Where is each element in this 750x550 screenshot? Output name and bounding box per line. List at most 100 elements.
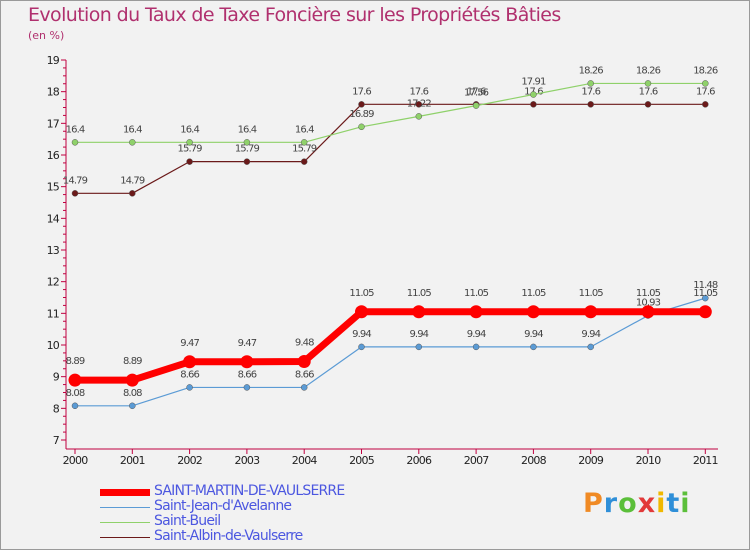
data-label: 17.6 — [467, 86, 486, 97]
data-label: 18.26 — [636, 65, 661, 76]
data-point — [415, 343, 423, 351]
data-point — [129, 190, 136, 197]
x-tick-label: 2003 — [235, 454, 261, 467]
data-label: 9.94 — [467, 329, 486, 340]
data-label: 15.79 — [292, 144, 317, 155]
y-tick-label: 16 — [47, 149, 60, 162]
data-point — [415, 101, 423, 108]
data-point — [641, 305, 655, 319]
data-label: 11.05 — [693, 288, 718, 299]
data-point — [71, 190, 79, 197]
data-label: 17.6 — [409, 86, 428, 97]
data-point — [355, 305, 368, 319]
data-point — [415, 113, 423, 120]
data-label: 17.6 — [696, 86, 715, 97]
data-label: 16.4 — [66, 124, 85, 135]
data-label: 11.05 — [521, 288, 546, 299]
data-point — [243, 139, 251, 146]
data-point — [300, 158, 308, 165]
logo-letter: i — [656, 488, 667, 519]
data-point — [300, 384, 308, 391]
data-label: 16.4 — [295, 124, 314, 135]
data-point — [183, 355, 197, 369]
legend-label: Saint-Bueil — [154, 513, 221, 529]
chart-subtitle: (en %) — [28, 29, 65, 42]
data-label: 17.91 — [521, 77, 546, 88]
x-tick-label: 2010 — [636, 454, 662, 467]
y-tick-label: 13 — [47, 244, 60, 257]
data-point — [698, 305, 712, 319]
data-point — [243, 384, 251, 391]
data-label: 8.66 — [180, 369, 199, 380]
data-label: 16.4 — [180, 124, 199, 135]
data-label: 9.48 — [295, 337, 314, 348]
data-label: 15.79 — [235, 144, 260, 155]
data-point — [526, 305, 540, 319]
data-label: 17.6 — [581, 86, 600, 97]
data-label: 8.89 — [66, 356, 85, 367]
logo-letter: i — [680, 488, 691, 519]
series-line — [74, 297, 706, 407]
data-label: 9.94 — [409, 329, 428, 340]
chart-title: Evolution du Taux de Taxe Foncière sur l… — [28, 4, 561, 26]
data-point — [472, 343, 480, 351]
data-label: 16.4 — [238, 124, 257, 135]
data-point — [186, 384, 193, 391]
data-label: 10.93 — [636, 298, 661, 309]
data-label: 9.94 — [581, 329, 600, 340]
data-point — [186, 139, 193, 146]
y-tick-label: 10 — [47, 339, 60, 352]
y-tick-label: 18 — [47, 86, 60, 99]
x-tick-label: 2004 — [292, 454, 318, 467]
legend-swatch — [100, 507, 150, 508]
data-point — [584, 305, 598, 319]
data-point — [530, 343, 537, 351]
data-point — [125, 373, 139, 387]
y-tick-label: 9 — [53, 371, 60, 384]
x-tick-label: 2001 — [120, 454, 145, 467]
data-label: 8.89 — [123, 356, 142, 367]
logo-letter: x — [637, 488, 657, 519]
legend-swatch — [100, 537, 150, 538]
x-tick-label: 2009 — [578, 454, 604, 467]
x-tick-label: 2011 — [693, 454, 718, 467]
logo-letter: o — [618, 488, 638, 519]
data-point — [186, 158, 193, 165]
series-line — [71, 308, 709, 384]
data-point — [358, 123, 365, 131]
data-label: 16.89 — [349, 109, 374, 120]
legend-label: SAINT-MARTIN-DE-VAULSERRE — [154, 483, 345, 499]
x-tick-label: 2005 — [349, 454, 375, 467]
data-label: 11.05 — [464, 288, 489, 299]
legend-swatch — [100, 522, 150, 523]
data-label: 11.05 — [407, 288, 432, 299]
data-label: 8.08 — [66, 388, 85, 399]
data-label: 11.05 — [349, 288, 374, 299]
series-line — [74, 82, 706, 143]
data-point — [300, 139, 308, 146]
data-point — [530, 101, 537, 108]
data-label: 11.05 — [636, 288, 661, 299]
logo-letter: r — [603, 488, 619, 519]
data-label: 9.94 — [524, 329, 543, 340]
legend-swatch — [100, 489, 150, 496]
y-tick-label: 19 — [47, 54, 60, 67]
y-tick-label: 11 — [47, 307, 59, 320]
y-tick-label: 7 — [53, 434, 60, 447]
data-label: 11.48 — [693, 280, 718, 291]
data-label: 8.66 — [238, 369, 257, 380]
x-tick-label: 2002 — [177, 454, 202, 467]
data-point — [469, 305, 483, 319]
data-point — [587, 101, 594, 108]
y-tick-label: 14 — [47, 212, 60, 225]
y-tick-label: 17 — [47, 117, 60, 130]
legend-label: Saint-Jean-d'Avelanne — [154, 498, 292, 514]
data-label: 14.79 — [120, 175, 145, 186]
data-label: 15.79 — [178, 144, 203, 155]
data-point — [472, 102, 480, 109]
data-label: 9.94 — [352, 329, 371, 340]
y-tick-label: 12 — [47, 276, 59, 289]
data-point — [702, 294, 709, 302]
